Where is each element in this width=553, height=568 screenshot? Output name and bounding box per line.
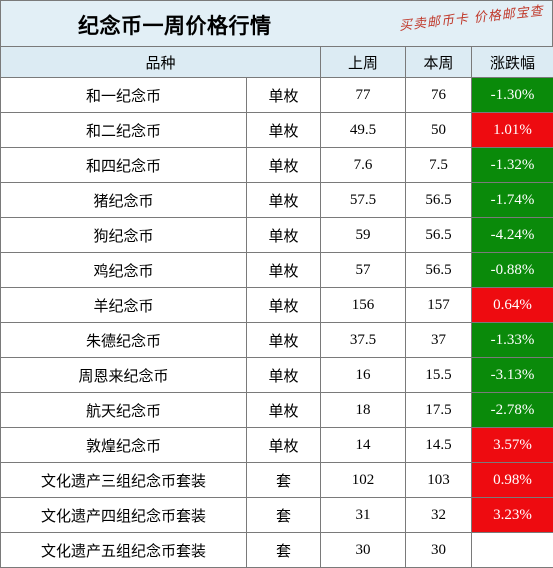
row-this-week: 76 xyxy=(405,77,473,113)
row-unit: 单枚 xyxy=(245,217,322,253)
row-name: 文化遗产四组纪念币套装 xyxy=(0,497,247,533)
table-row: 朱德纪念币 单枚 37.5 37 -1.33% xyxy=(0,322,553,358)
row-unit: 套 xyxy=(245,462,322,498)
row-unit: 单枚 xyxy=(245,287,322,323)
row-change: -2.78% xyxy=(471,392,553,428)
row-unit: 套 xyxy=(245,497,322,533)
row-name: 和二纪念币 xyxy=(0,112,247,148)
row-name: 羊纪念币 xyxy=(0,287,247,323)
row-last-week: 18 xyxy=(320,392,407,428)
row-unit: 单枚 xyxy=(245,147,322,183)
row-change: 3.57% xyxy=(471,427,553,463)
table-row: 和一纪念币 单枚 77 76 -1.30% xyxy=(0,77,553,113)
row-this-week: 15.5 xyxy=(405,357,473,393)
header-this-week: 本周 xyxy=(405,46,473,78)
row-change: -1.30% xyxy=(471,77,553,113)
row-change: -1.33% xyxy=(471,322,553,358)
row-last-week: 57 xyxy=(320,252,407,288)
row-unit: 单枚 xyxy=(245,357,322,393)
header-change: 涨跌幅 xyxy=(471,46,553,78)
row-change: 0.64% xyxy=(471,287,553,323)
row-unit: 单枚 xyxy=(245,322,322,358)
watermark: 买卖邮币卡 价格邮宝查 xyxy=(398,3,545,34)
row-change: 1.01% xyxy=(471,112,553,148)
row-last-week: 7.6 xyxy=(320,147,407,183)
table-row: 猪纪念币 单枚 57.5 56.5 -1.74% xyxy=(0,182,553,218)
row-name: 文化遗产五组纪念币套装 xyxy=(0,532,247,568)
row-change: -0.88% xyxy=(471,252,553,288)
row-this-week: 17.5 xyxy=(405,392,473,428)
row-this-week: 103 xyxy=(405,462,473,498)
table-row: 周恩来纪念币 单枚 16 15.5 -3.13% xyxy=(0,357,553,393)
header-variety: 品种 xyxy=(0,46,322,78)
row-last-week: 49.5 xyxy=(320,112,407,148)
row-last-week: 16 xyxy=(320,357,407,393)
row-this-week: 30 xyxy=(405,532,473,568)
row-name: 朱德纪念币 xyxy=(0,322,247,358)
row-name: 文化遗产三组纪念币套装 xyxy=(0,462,247,498)
price-table: 品种 上周 本周 涨跌幅 和一纪念币 单枚 77 76 -1.30% 和二纪念币 单枚 49.… xyxy=(0,46,553,568)
row-name: 和四纪念币 xyxy=(0,147,247,183)
table-row: 狗纪念币 单枚 59 56.5 -4.24% xyxy=(0,217,553,253)
table-row: 文化遗产五组纪念币套装套 30 30 xyxy=(0,532,553,568)
row-unit: 单枚 xyxy=(245,77,322,113)
row-last-week: 156 xyxy=(320,287,407,323)
table-row: 文化遗产三组纪念币套装套 102 103 0.98% xyxy=(0,462,553,498)
row-name: 敦煌纪念币 xyxy=(0,427,247,463)
row-this-week: 37 xyxy=(405,322,473,358)
row-unit: 单枚 xyxy=(245,252,322,288)
row-last-week: 59 xyxy=(320,217,407,253)
row-last-week: 77 xyxy=(320,77,407,113)
row-change: 0.98% xyxy=(471,462,553,498)
row-last-week: 37.5 xyxy=(320,322,407,358)
row-this-week: 56.5 xyxy=(405,217,473,253)
row-this-week: 14.5 xyxy=(405,427,473,463)
row-name: 航天纪念币 xyxy=(0,392,247,428)
row-last-week: 102 xyxy=(320,462,407,498)
row-name: 和一纪念币 xyxy=(0,77,247,113)
row-unit: 套 xyxy=(245,532,322,568)
row-unit: 单枚 xyxy=(245,112,322,148)
row-name: 鸡纪念币 xyxy=(0,252,247,288)
row-this-week: 56.5 xyxy=(405,182,473,218)
row-name: 周恩来纪念币 xyxy=(0,357,247,393)
header-last-week: 上周 xyxy=(320,46,407,78)
row-change: -1.32% xyxy=(471,147,553,183)
row-name: 狗纪念币 xyxy=(0,217,247,253)
row-last-week: 30 xyxy=(320,532,407,568)
row-change: -3.13% xyxy=(471,357,553,393)
row-change xyxy=(471,532,553,568)
row-name: 猪纪念币 xyxy=(0,182,247,218)
row-change: -4.24% xyxy=(471,217,553,253)
row-change: 3.23% xyxy=(471,497,553,533)
row-last-week: 57.5 xyxy=(320,182,407,218)
row-unit: 单枚 xyxy=(245,427,322,463)
title-bar: 纪念币一周价格行情 买卖邮币卡 价格邮宝查 xyxy=(0,0,553,46)
table-body: 和一纪念币 单枚 77 76 -1.30% 和二纪念币 单枚 49.5 50 1.01% 和四纪念币… xyxy=(0,77,553,568)
table-row: 羊纪念币 单枚 156 157 0.64% xyxy=(0,287,553,323)
table-row: 敦煌纪念币 单枚 14 14.5 3.57% xyxy=(0,427,553,463)
table-row: 和四纪念币 单枚 7.6 7.5 -1.32% xyxy=(0,147,553,183)
row-unit: 单枚 xyxy=(245,182,322,218)
row-this-week: 32 xyxy=(405,497,473,533)
row-this-week: 50 xyxy=(405,112,473,148)
row-last-week: 31 xyxy=(320,497,407,533)
page-title: 纪念币一周价格行情 xyxy=(78,14,272,38)
row-this-week: 7.5 xyxy=(405,147,473,183)
table-row: 和二纪念币 单枚 49.5 50 1.01% xyxy=(0,112,553,148)
row-last-week: 14 xyxy=(320,427,407,463)
header-row: 品种 上周 本周 涨跌幅 xyxy=(0,46,553,78)
table-row: 鸡纪念币 单枚 57 56.5 -0.88% xyxy=(0,252,553,288)
row-unit: 单枚 xyxy=(245,392,322,428)
table-row: 航天纪念币 单枚 18 17.5 -2.78% xyxy=(0,392,553,428)
row-this-week: 157 xyxy=(405,287,473,323)
table-row: 文化遗产四组纪念币套装套 31 32 3.23% xyxy=(0,497,553,533)
row-this-week: 56.5 xyxy=(405,252,473,288)
row-change: -1.74% xyxy=(471,182,553,218)
